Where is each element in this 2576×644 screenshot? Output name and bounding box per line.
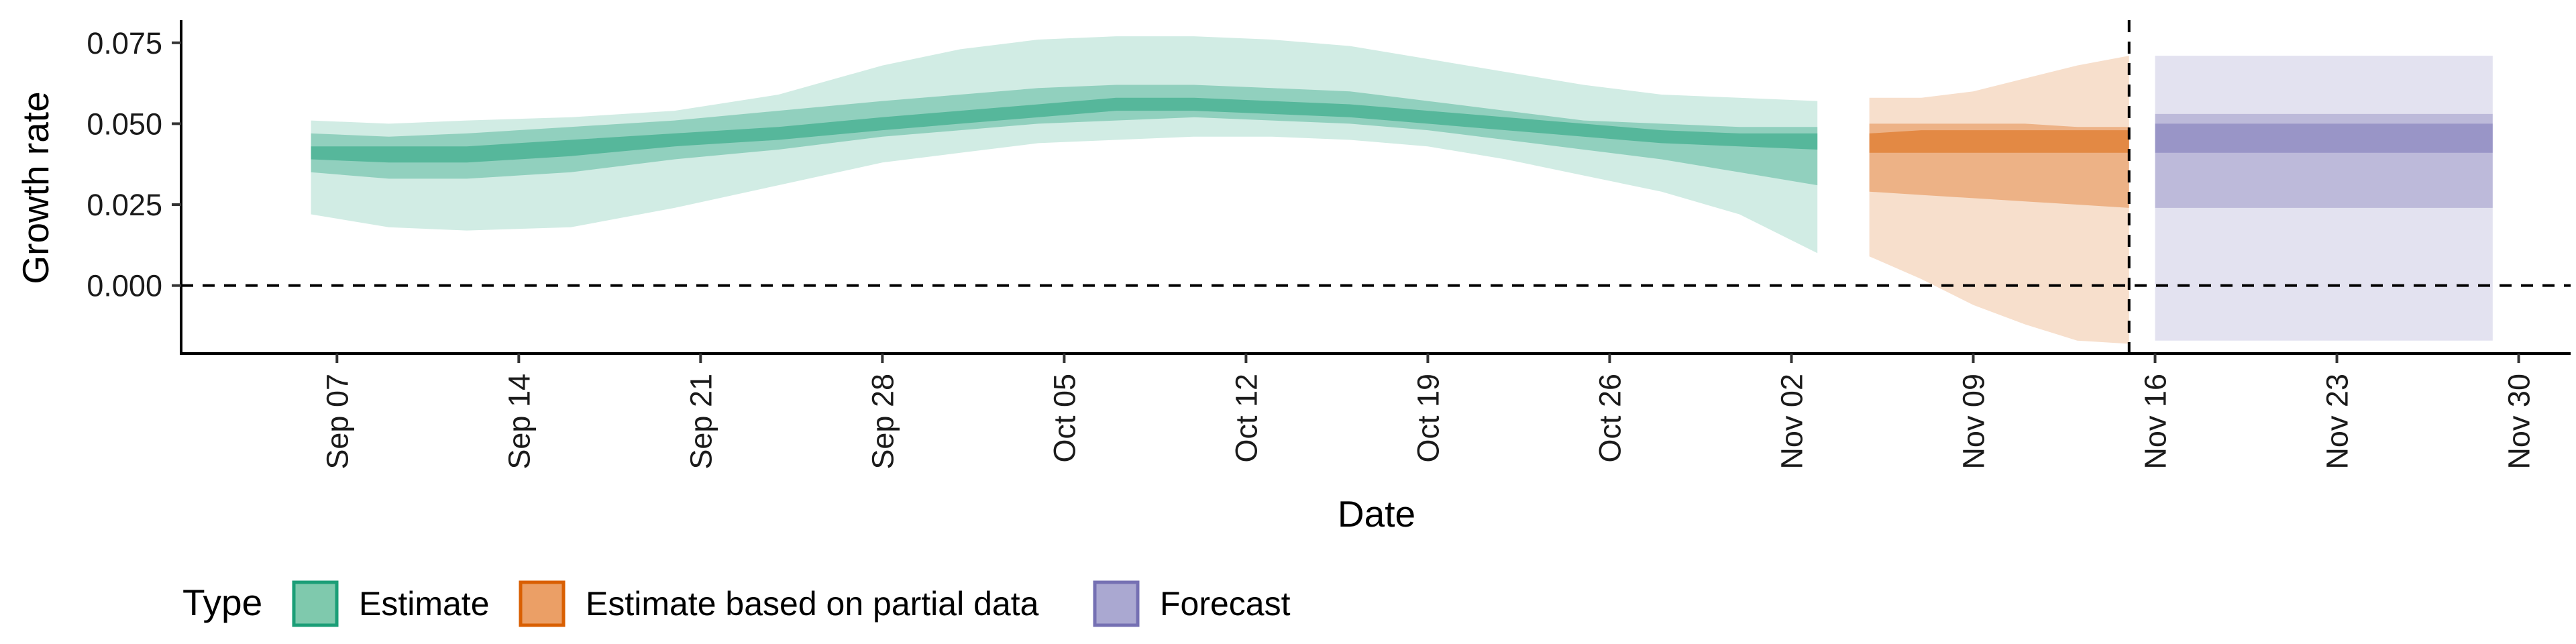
x-tick-label: Nov 16 <box>2139 374 2173 470</box>
legend-key-partial-estimate <box>519 580 566 627</box>
ribbon-estimate-20 <box>311 97 1818 163</box>
x-tick-label: Sep 14 <box>502 374 536 470</box>
y-tick-label: 0.000 <box>87 269 162 303</box>
y-axis-title: Growth rate <box>15 91 56 284</box>
x-tick-label: Oct 12 <box>1229 374 1263 463</box>
x-axis-title: Date <box>1338 493 1415 535</box>
legend-items: Estimate Estimate based on partial data Fo… <box>292 580 1291 627</box>
x-tick-label: Nov 23 <box>2320 374 2355 470</box>
x-tick-label: Sep 21 <box>684 374 718 470</box>
x-tick-label: Sep 28 <box>865 374 900 470</box>
ribbon-partial-estimate-20 <box>1869 130 2129 153</box>
ribbon-forecast-20 <box>2155 123 2493 153</box>
reference-lines <box>181 20 2571 354</box>
x-tick-label: Sep 07 <box>320 374 354 470</box>
legend: Type Estimate Estimate based on partial d… <box>182 580 1291 627</box>
y-tick-label: 0.050 <box>87 107 162 141</box>
ribbon-estimate-50 <box>311 85 1818 186</box>
x-tick-label: Nov 09 <box>1957 374 1991 470</box>
ribbon-layer <box>311 36 2493 344</box>
x-tick-label: Nov 02 <box>1775 374 1809 470</box>
legend-key-forecast <box>1093 580 1140 627</box>
legend-label-partial-estimate: Estimate based on partial data <box>586 585 1039 623</box>
x-tick-label: Oct 26 <box>1593 374 1627 463</box>
legend-label-estimate: Estimate <box>359 585 490 623</box>
legend-label-forecast: Forecast <box>1160 585 1291 623</box>
axes: 0.000 0.025 0.050 0.075 Sep 07 Sep 14 Sep 21 Se… <box>87 20 2571 470</box>
ribbon-partial-estimate-90 <box>1869 56 2129 344</box>
y-tick-label: 0.025 <box>87 188 162 222</box>
x-tick-label: Oct 19 <box>1411 374 1445 463</box>
ribbon-estimate-90 <box>311 36 1818 254</box>
legend-title: Type <box>182 582 262 623</box>
legend-key-estimate <box>292 580 339 627</box>
x-tick-label: Nov 30 <box>2502 374 2536 470</box>
x-tick-label: Oct 05 <box>1047 374 1081 463</box>
y-tick-label: 0.075 <box>87 26 162 60</box>
